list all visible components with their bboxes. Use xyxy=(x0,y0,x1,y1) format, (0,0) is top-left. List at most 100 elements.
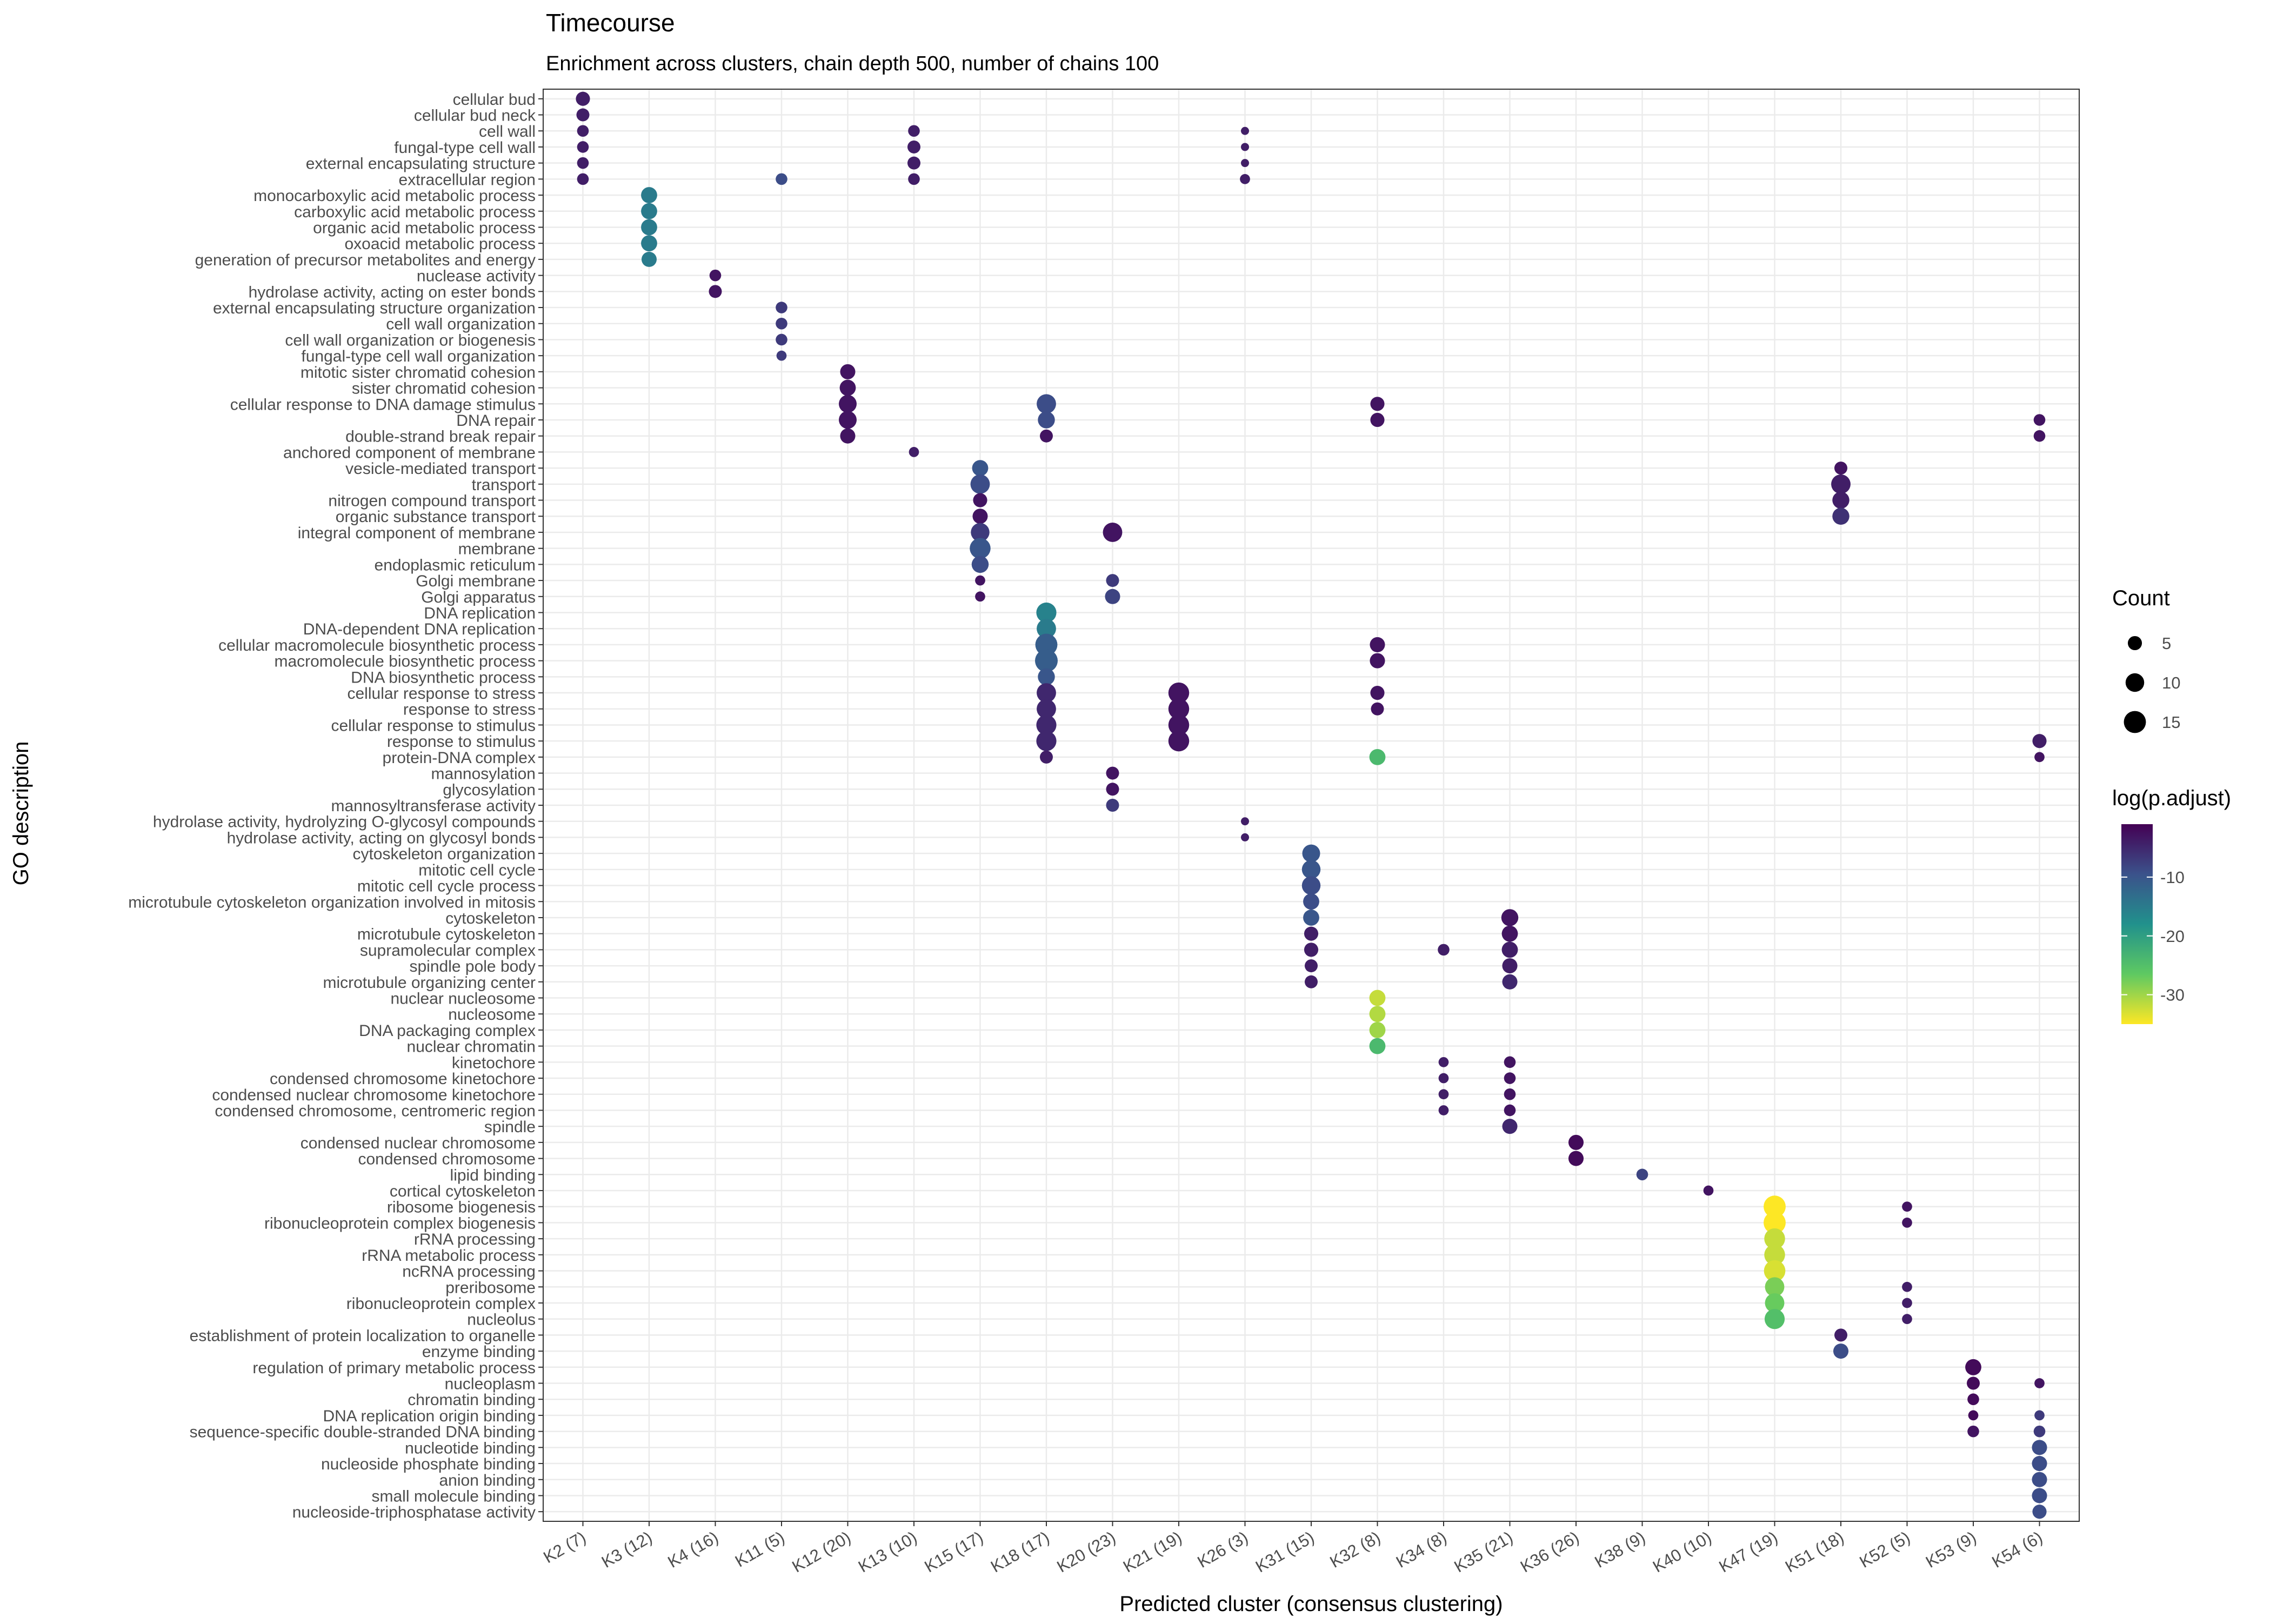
colorbar-label: -30 xyxy=(2160,986,2185,1005)
y-tick-label: cellular bud xyxy=(453,91,536,109)
data-point xyxy=(1504,1104,1516,1117)
colorbar-label: -20 xyxy=(2160,927,2185,946)
data-point xyxy=(1965,1359,1981,1375)
y-tick-label: small molecule binding xyxy=(372,1487,536,1505)
data-point xyxy=(975,591,985,602)
data-point xyxy=(1371,702,1384,716)
data-point xyxy=(1370,685,1385,700)
panel-border xyxy=(543,89,2080,1522)
data-point xyxy=(641,203,657,219)
data-point xyxy=(709,285,722,298)
y-tick-label: monocarboxylic acid metabolic process xyxy=(253,187,536,205)
data-point xyxy=(1967,1425,1979,1438)
count-legend-key xyxy=(2124,711,2146,733)
data-point xyxy=(1902,1298,1912,1308)
x-axis-label: Predicted cluster (consensus clustering) xyxy=(1119,1592,1503,1616)
data-point xyxy=(1764,1260,1786,1282)
data-point xyxy=(641,219,657,236)
x-tick-label: K47 (19) xyxy=(1716,1528,1781,1576)
data-point xyxy=(970,538,991,559)
data-point xyxy=(2033,430,2046,442)
y-tick-label: regulation of primary metabolic process xyxy=(252,1359,536,1377)
data-point xyxy=(1370,412,1385,427)
data-point xyxy=(1504,1072,1516,1084)
y-tick-label: DNA-dependent DNA replication xyxy=(303,620,536,638)
x-tick-label: K54 (6) xyxy=(1988,1528,2046,1572)
y-tick-label: condensed chromosome kinetochore xyxy=(270,1070,536,1088)
x-tick-label: K51 (18) xyxy=(1782,1528,1847,1576)
data-point xyxy=(840,364,856,379)
data-point xyxy=(1037,619,1056,639)
x-tick-label: K4 (16) xyxy=(664,1528,722,1572)
colorbar-label: -10 xyxy=(2160,868,2185,887)
count-legend-key xyxy=(2125,673,2145,692)
y-tick-label: hydrolase activity, acting on ester bond… xyxy=(249,283,536,301)
y-tick-label: response to stress xyxy=(403,701,536,719)
data-point xyxy=(1369,1038,1386,1054)
y-tick-label: nucleosome xyxy=(448,1006,536,1024)
data-point xyxy=(1106,766,1119,780)
count-legend-title: Count xyxy=(2112,586,2170,610)
data-point xyxy=(1301,860,1321,879)
data-point xyxy=(1304,943,1319,957)
y-tick-label: sister chromatid cohesion xyxy=(352,380,536,398)
y-tick-label: extracellular region xyxy=(399,171,536,189)
y-tick-label: cytoskeleton organization xyxy=(352,845,536,863)
colorbar xyxy=(2121,824,2153,1024)
data-point xyxy=(641,251,657,267)
x-tick-label: K36 (26) xyxy=(1517,1528,1582,1576)
data-point xyxy=(1501,941,1518,958)
y-tick-label: nucleoplasm xyxy=(445,1375,536,1393)
data-point xyxy=(1369,1022,1386,1038)
data-point xyxy=(1902,1281,1912,1292)
y-tick-label: spindle xyxy=(484,1118,536,1136)
y-tick-label: supramolecular complex xyxy=(360,941,536,959)
y-tick-label: ribonucleoprotein complex xyxy=(346,1295,536,1313)
y-tick-label: chromatin binding xyxy=(408,1391,536,1409)
y-tick-label: protein-DNA complex xyxy=(383,749,536,767)
y-tick-label: cellular macromolecule biosynthetic proc… xyxy=(218,637,536,654)
data-point xyxy=(907,156,920,170)
data-point xyxy=(1834,1328,1847,1342)
y-tick-label: fungal-type cell wall xyxy=(394,139,536,157)
data-point xyxy=(1038,411,1055,429)
x-tick-label: K11 (5) xyxy=(732,1528,788,1571)
data-point xyxy=(1504,1056,1516,1068)
data-point xyxy=(1168,698,1190,719)
data-point xyxy=(576,108,590,122)
data-point xyxy=(1106,783,1119,796)
y-tick-label: cellular bud neck xyxy=(414,107,536,125)
data-point xyxy=(576,91,590,106)
y-tick-label: organic substance transport xyxy=(336,508,536,526)
y-tick-label: hydrolase activity, acting on glycosyl b… xyxy=(227,829,536,847)
color-legend-title: log(p.adjust) xyxy=(2112,786,2231,810)
data-point xyxy=(972,509,988,524)
data-point xyxy=(1504,1088,1516,1100)
data-point xyxy=(776,317,787,330)
data-point xyxy=(1304,926,1319,941)
x-tick-label: K32 (8) xyxy=(1326,1528,1384,1572)
data-point xyxy=(1703,1185,1714,1196)
x-tick-label: K52 (5) xyxy=(1856,1528,1913,1572)
data-point xyxy=(1369,748,1386,765)
data-point xyxy=(1035,633,1058,656)
data-point xyxy=(839,411,857,429)
y-tick-label: kinetochore xyxy=(452,1054,536,1072)
data-point xyxy=(1037,683,1056,703)
y-tick-label: nucleolus xyxy=(467,1311,536,1329)
data-point xyxy=(908,125,920,137)
y-tick-label: fungal-type cell wall organization xyxy=(301,347,536,365)
x-tick-label: K18 (17) xyxy=(987,1528,1052,1576)
y-tick-label: cellular response to stress xyxy=(348,685,536,703)
data-point xyxy=(971,523,990,542)
y-tick-label: microtubule cytoskeleton organization in… xyxy=(128,893,536,911)
y-tick-label: cell wall organization xyxy=(386,316,536,333)
data-point xyxy=(1036,731,1057,751)
y-tick-label: mannosylation xyxy=(431,765,536,783)
y-axis-label: GO description xyxy=(9,741,33,886)
data-point xyxy=(1502,974,1518,990)
data-point xyxy=(1764,1244,1785,1266)
y-tick-label: rRNA metabolic process xyxy=(362,1247,536,1265)
